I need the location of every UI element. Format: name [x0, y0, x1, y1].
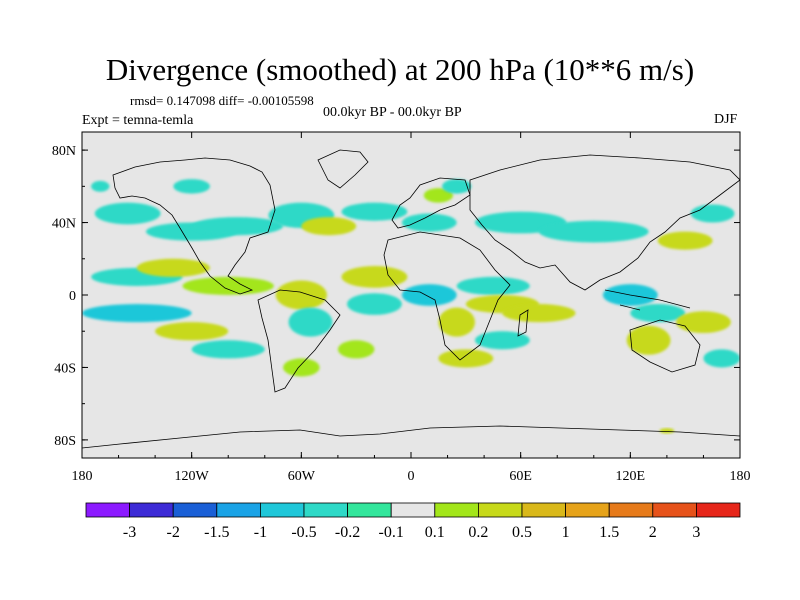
field-blob: [191, 217, 284, 236]
field-blob: [173, 179, 210, 194]
field-blob: [423, 188, 454, 203]
stats-text: rmsd= 0.147098 diff= -0.00105598: [130, 93, 314, 108]
field-blob: [91, 180, 110, 192]
field-blob: [438, 307, 475, 337]
field-blob: [82, 304, 192, 323]
colorbar-swatch: [347, 502, 392, 518]
experiment-text: Expt = temna-temla: [82, 113, 194, 128]
field-blob: [676, 311, 731, 334]
coast-antarctica: [82, 425, 740, 449]
colorbar-label: -0.2: [335, 524, 360, 541]
field-blob: [442, 179, 472, 194]
colorbar: -3 -2 -1.5 -1 -0.5 -0.2 -0.1 0.1 0.2 0.5 1 1.5 2 3: [85, 502, 741, 541]
colorbar-label: 0.1: [425, 524, 445, 541]
colorbar-label: -3: [123, 524, 136, 541]
period-text: 00.0kyr BP - 00.0kyr BP: [323, 105, 462, 120]
field-blob: [182, 276, 274, 296]
colorbar-swatch: [696, 502, 741, 518]
y-axis: 80N 40N 0 40S 80S: [52, 144, 740, 449]
field-blob: [136, 258, 210, 277]
field-blob: [94, 202, 161, 225]
field-blob: [538, 220, 649, 243]
field-blob: [630, 304, 686, 323]
y-tick-label: 0: [69, 289, 76, 304]
field-blob: [690, 204, 735, 223]
field-blob: [703, 349, 740, 368]
colorbar-label: 0.2: [468, 524, 488, 541]
coastlines: [82, 149, 740, 449]
field-blob: [474, 331, 530, 350]
coast-madagascar: [517, 309, 529, 337]
colorbar-label: 2: [649, 524, 657, 541]
chart-title: Divergence (smoothed) at 200 hPa (10**6 …: [105, 52, 695, 87]
colorbar-label: 1: [562, 524, 570, 541]
colorbar-swatch: [129, 502, 174, 518]
colorbar-swatch: [303, 502, 348, 518]
field-blob: [456, 276, 530, 296]
x-tick-label: 0: [408, 469, 415, 484]
colorbar-swatch: [565, 502, 610, 518]
colorbar-label: 3: [692, 524, 700, 541]
coast-greenland: [317, 149, 369, 189]
colorbar-swatch: [608, 502, 654, 518]
x-axis: 180 120W 60W 0 60E 120E 180: [72, 132, 751, 484]
y-tick-label: 80S: [54, 434, 76, 449]
x-tick-label: 60E: [509, 469, 532, 484]
colorbar-swatch: [521, 502, 566, 518]
coast-africa: [383, 231, 511, 361]
field-blob: [502, 304, 576, 323]
y-tick-label: 40N: [52, 217, 76, 232]
field-layer: [82, 179, 740, 434]
field-blob: [626, 325, 671, 355]
x-tick-label: 120E: [616, 469, 646, 484]
field-blob: [401, 213, 457, 232]
y-tick-label: 80N: [52, 144, 76, 159]
field-blob: [191, 340, 265, 359]
field-blob: [659, 428, 675, 434]
colorbar-label: -0.1: [379, 524, 404, 541]
colorbar-swatch: [477, 502, 523, 518]
colorbar-label: -0.5: [291, 524, 316, 541]
field-blob: [438, 349, 494, 368]
coast-australia: [629, 319, 701, 373]
field-blob: [155, 322, 229, 341]
field-blob: [401, 284, 457, 306]
colorbar-label: -1.5: [204, 524, 229, 541]
field-blob: [657, 231, 713, 250]
colorbar-swatch: [216, 502, 261, 518]
field-blob: [347, 293, 402, 315]
field-blob: [341, 202, 408, 221]
y-tick-label: 40S: [54, 361, 76, 376]
x-tick-label: 120W: [175, 469, 210, 484]
season-text: DJF: [714, 112, 738, 127]
coast-south-america: [257, 289, 341, 393]
colorbar-label: -2: [167, 524, 180, 541]
colorbar-label: 0.5: [512, 524, 532, 541]
colorbar-label: -1: [254, 524, 267, 541]
colorbar-swatch: [85, 502, 130, 518]
colorbar-swatch: [259, 502, 305, 518]
x-tick-label: 180: [730, 469, 751, 484]
field-blob: [283, 358, 320, 377]
field-blob: [301, 217, 357, 236]
x-tick-label: 60W: [288, 469, 316, 484]
field-blob: [337, 340, 375, 359]
coast-maritime-continent: [604, 289, 691, 311]
colorbar-swatch: [172, 502, 218, 518]
field-blob: [288, 307, 333, 337]
x-tick-label: 180: [72, 469, 93, 484]
field-blob: [275, 280, 327, 310]
coast-asia: [469, 154, 740, 291]
field-blob: [341, 266, 408, 288]
colorbar-label: 1.5: [599, 524, 619, 541]
coast-north-america: [112, 157, 276, 295]
colorbar-swatch: [390, 502, 436, 518]
colorbar-swatch: [434, 502, 479, 518]
colorbar-swatch: [652, 502, 697, 518]
